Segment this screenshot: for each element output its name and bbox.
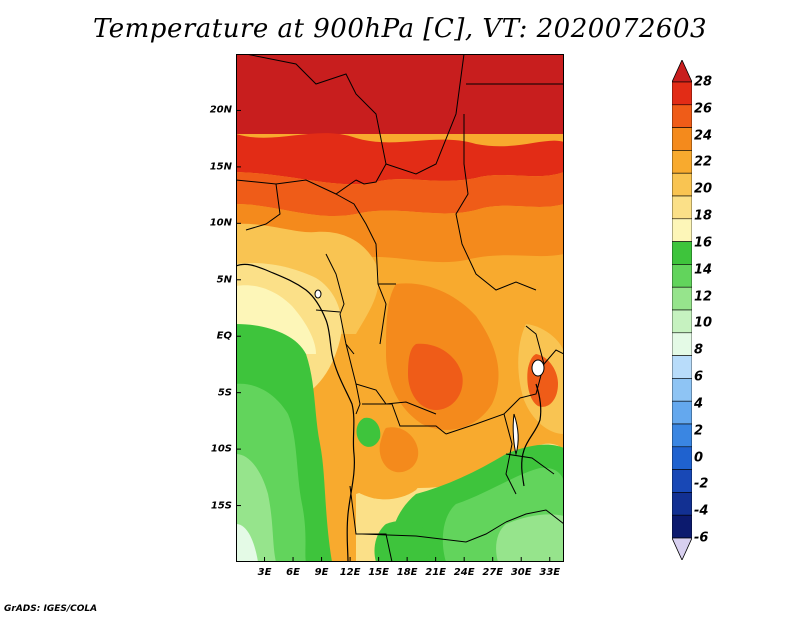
field-8-ocean [236, 524, 258, 562]
colorbar-label: 0 [694, 450, 704, 466]
colorbar-label: 12 [694, 289, 713, 305]
colorbar-segment [671, 355, 693, 379]
colorbar-label: -4 [694, 503, 709, 519]
x-tick-label: 21E [425, 567, 447, 578]
x-tick-label: 18E [396, 567, 418, 578]
colorbar-label: 28 [694, 74, 713, 90]
colorbar [671, 59, 693, 561]
x-tick-label: 27E [482, 567, 504, 578]
colorbar-segment [671, 309, 693, 334]
x-tick-label: 30E [510, 567, 532, 578]
y-tick-label: 5N [216, 274, 232, 286]
temperature-map [235, 53, 565, 563]
x-tick-label: 9E [314, 567, 329, 578]
field-14-southwest [374, 520, 433, 562]
colorbar-segment [671, 218, 693, 242]
field-28 [236, 54, 564, 134]
colorbar-label: 4 [694, 396, 704, 412]
colorbar-label: -6 [694, 530, 709, 546]
colorbar-segment [671, 446, 693, 470]
colorbar-label: 26 [694, 101, 713, 117]
colorbar-label: 14 [694, 262, 713, 278]
colorbar-segment [671, 492, 693, 516]
colorbar-graphic [671, 59, 693, 561]
field-14-plateau [356, 417, 381, 447]
colorbar-segment [671, 241, 693, 265]
colorbar-segment [671, 172, 693, 197]
colorbar-segment [671, 514, 693, 539]
colorbar-segment [671, 378, 693, 402]
lakes [314, 289, 545, 456]
x-tick-label: 12E [339, 567, 361, 578]
chart-title: Temperature at 900hPa [C], VT: 202007260… [92, 14, 708, 44]
x-tick-label: 6E [286, 567, 300, 578]
credit-text: GrADS: IGES/COLA [4, 604, 98, 614]
colorbar-segment [671, 264, 693, 288]
colorbar-label: 6 [694, 369, 704, 385]
colorbar-label: -2 [694, 476, 709, 492]
colorbar-segment [671, 195, 693, 220]
field-24 [236, 172, 564, 217]
y-tick-label: 15N [209, 161, 232, 173]
colorbar-label: 16 [694, 235, 713, 251]
colorbar-segment [671, 150, 693, 174]
x-tick-label: 33E [539, 567, 561, 578]
field-10-south [496, 514, 564, 562]
axis-ticks [236, 109, 551, 562]
colorbar-label: 8 [694, 342, 704, 358]
y-tick-label: 10S [210, 443, 232, 455]
y-tick-label: 10N [209, 217, 232, 229]
field-22-angola [379, 427, 419, 473]
map-panel [235, 53, 565, 563]
map-border [236, 54, 564, 562]
colorbar-label: 10 [694, 315, 713, 331]
colorbar-segment [671, 104, 693, 128]
colorbar-label: 24 [694, 128, 713, 144]
coastline [235, 263, 542, 563]
y-tick-label: 15S [210, 500, 232, 512]
colorbar-segment [671, 81, 693, 106]
y-tick-label: 5S [217, 387, 232, 399]
x-tick-label: 3E [257, 567, 272, 578]
colorbar-label: 2 [694, 423, 704, 439]
colorbar-label: 18 [694, 208, 713, 224]
colorbar-segment [671, 332, 693, 356]
colorbar-label: 22 [694, 154, 713, 170]
field-24-interior [408, 343, 463, 410]
colorbar-segment [671, 469, 693, 493]
country-borders [235, 53, 565, 563]
colorbar-segment [671, 423, 693, 448]
colorbar-segment [671, 400, 693, 425]
x-tick-label: 15E [368, 567, 389, 578]
colorbar-segment [671, 127, 693, 151]
colorbar-bottom-arrow [671, 537, 693, 561]
y-tick-label: 20N [209, 104, 232, 116]
colorbar-top-arrow [671, 59, 693, 83]
field-26 [236, 133, 564, 185]
y-tick-label: EQ [216, 330, 232, 342]
colorbar-label: 20 [694, 181, 713, 197]
x-tick-label: 24E [453, 567, 475, 578]
colorbar-segment [671, 286, 693, 311]
